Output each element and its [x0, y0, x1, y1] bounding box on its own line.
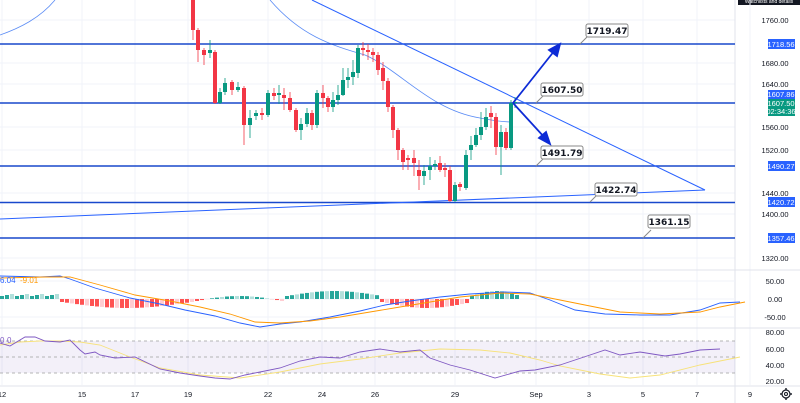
- svg-text:3: 3: [587, 390, 591, 399]
- svg-text:15: 15: [78, 390, 86, 399]
- watchlist-header-tag[interactable]: Watchlists and details: [738, 0, 800, 5]
- macd-histogram: [0, 291, 519, 308]
- horizontal-levels[interactable]: [0, 43, 735, 239]
- svg-text:1607.50: 1607.50: [767, 99, 794, 108]
- svg-text:6.04: 6.04: [0, 276, 16, 285]
- rsi-ma-line: [0, 340, 741, 379]
- macd-signal-line: [0, 276, 746, 324]
- svg-text:1607.50: 1607.50: [542, 86, 583, 96]
- svg-text:24: 24: [318, 390, 326, 399]
- callout-1719[interactable]: 1719.47: [579, 23, 629, 45]
- svg-text:1680.00: 1680.00: [761, 59, 788, 68]
- descending-trendline[interactable]: [311, 0, 706, 191]
- svg-text:1440.00: 1440.00: [761, 189, 788, 198]
- svg-text:02:34:36: 02:34:36: [766, 107, 795, 116]
- callout-1361[interactable]: 1361.15: [642, 214, 691, 239]
- svg-text:20.00: 20.00: [766, 377, 785, 386]
- callout-1491[interactable]: 1491.79: [535, 145, 584, 167]
- callout-1607[interactable]: 1607.50: [535, 82, 584, 104]
- svg-text:-9.01: -9.01: [20, 276, 39, 285]
- ascending-trendline[interactable]: [0, 189, 706, 220]
- projection-arrows[interactable]: [512, 42, 562, 146]
- time-axis[interactable]: 12 15 17 19 22 24 26 29 Sep 3 5 7 9: [0, 390, 752, 399]
- price-tags: 1718.56 1607.86 1607.50 02:34:36 1490.27…: [766, 39, 796, 243]
- gear-icon[interactable]: [780, 388, 792, 400]
- svg-text:1560.00: 1560.00: [761, 123, 788, 132]
- svg-text:5: 5: [641, 390, 645, 399]
- svg-text:1400.00: 1400.00: [761, 210, 788, 219]
- svg-text:Sep: Sep: [529, 390, 542, 399]
- svg-text:9: 9: [748, 390, 752, 399]
- macd-line: [0, 275, 741, 328]
- svg-text:0.00: 0.00: [768, 295, 783, 304]
- svg-text:12: 12: [0, 390, 6, 399]
- svg-text:22: 22: [264, 390, 272, 399]
- svg-text:1491.79: 1491.79: [542, 149, 583, 159]
- svg-text:1718.56: 1718.56: [767, 40, 794, 49]
- svg-text:1490.27: 1490.27: [767, 162, 794, 171]
- svg-text:1357.46: 1357.46: [767, 234, 794, 243]
- macd-pane[interactable]: 6.04 -9.01 50.00 0.00 -50.00: [0, 275, 786, 328]
- svg-text:-50.00: -50.00: [764, 313, 785, 322]
- svg-text:50.00: 50.00: [766, 277, 785, 286]
- svg-text:60.00: 60.00: [766, 345, 785, 354]
- svg-text:1361.15: 1361.15: [649, 218, 690, 228]
- svg-text:1520.00: 1520.00: [761, 146, 788, 155]
- price-axis[interactable]: 1760.00 1680.00 1640.00 1560.00 1520.00 …: [761, 16, 788, 263]
- callout-1422[interactable]: 1422.74: [589, 182, 638, 203]
- svg-text:7: 7: [695, 390, 699, 399]
- svg-text:1719.47: 1719.47: [587, 27, 628, 37]
- svg-text:1320.00: 1320.00: [761, 254, 788, 263]
- candlesticks: [191, 0, 517, 202]
- svg-text:26: 26: [371, 390, 379, 399]
- svg-text:1420.72: 1420.72: [767, 198, 794, 207]
- rsi-line: [0, 336, 721, 380]
- svg-text:0: 0: [0, 336, 5, 345]
- svg-text:29: 29: [451, 390, 459, 399]
- svg-text:0: 0: [7, 336, 12, 345]
- svg-text:1760.00: 1760.00: [761, 16, 788, 25]
- svg-text:1607.86: 1607.86: [767, 90, 794, 99]
- svg-text:17: 17: [131, 390, 139, 399]
- svg-text:1422.74: 1422.74: [596, 186, 637, 196]
- svg-text:80.00: 80.00: [766, 328, 785, 337]
- svg-text:1640.00: 1640.00: [761, 80, 788, 89]
- rsi-pane[interactable]: 0 0 80.00 60.00 40.00 20.00: [0, 328, 784, 386]
- grid: [0, 0, 751, 385]
- svg-text:19: 19: [184, 390, 192, 399]
- svg-text:40.00: 40.00: [766, 361, 785, 370]
